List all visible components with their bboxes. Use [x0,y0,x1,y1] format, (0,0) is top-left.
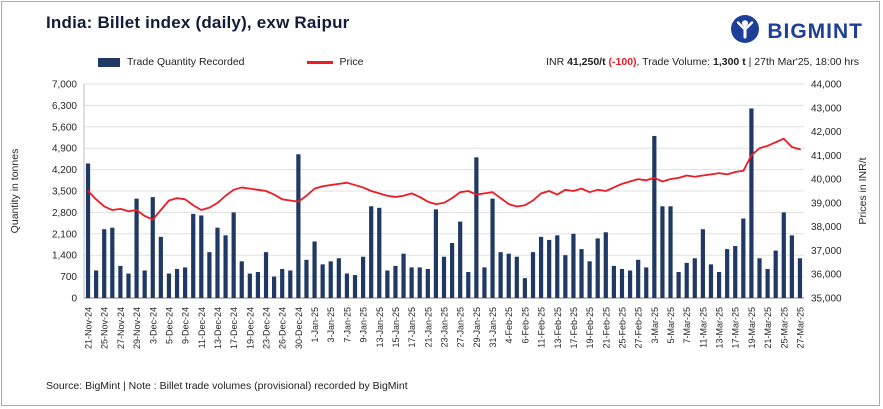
svg-text:11-Mar-25: 11-Mar-25 [698,307,708,348]
svg-text:21-Nov-24: 21-Nov-24 [84,307,94,349]
svg-text:3-Jan-25: 3-Jan-25 [326,307,336,343]
svg-text:25-Mar-25: 25-Mar-25 [779,307,789,349]
svg-text:5,600: 5,600 [52,122,77,133]
svg-text:21-Mar-25: 21-Mar-25 [763,307,773,349]
svg-text:11-Feb-25: 11-Feb-25 [537,307,547,348]
info-change: (-100) [608,56,637,68]
svg-text:17-Dec-24: 17-Dec-24 [229,307,239,349]
svg-text:17-Jan-25: 17-Jan-25 [407,307,417,348]
svg-text:23-Jan-25: 23-Jan-25 [440,307,450,348]
svg-text:1,400: 1,400 [52,251,77,262]
price-swatch [306,60,333,64]
svg-text:27-Feb-25: 27-Feb-25 [634,307,644,349]
svg-text:19-Feb-25: 19-Feb-25 [585,307,595,349]
svg-text:7-Jan-25: 7-Jan-25 [342,307,352,343]
info-currency: INR [546,56,568,68]
latest-price-info: INR 41,250/t (-100), Trade Volume: 1,300… [546,56,859,68]
svg-text:36,000: 36,000 [811,270,842,281]
svg-text:13-Jan-25: 13-Jan-25 [375,307,385,348]
svg-text:0: 0 [71,294,77,305]
svg-text:Prices in INR/t: Prices in INR/t [857,157,869,224]
header: India: Billet index (daily), exw Raipur … [2,2,879,49]
svg-text:26-Dec-24: 26-Dec-24 [278,307,288,349]
svg-text:25-Feb-25: 25-Feb-25 [617,307,627,349]
svg-text:23-Dec-24: 23-Dec-24 [262,307,272,349]
svg-text:13-Mar-25: 13-Mar-25 [715,307,725,349]
svg-text:2,100: 2,100 [52,229,77,240]
svg-text:29-Jan-25: 29-Jan-25 [472,307,482,348]
svg-text:1-Jan-25: 1-Jan-25 [310,307,320,343]
legend-item-price: Price [306,56,364,68]
svg-text:9-Dec-24: 9-Dec-24 [181,307,191,344]
svg-text:4,200: 4,200 [52,165,77,176]
svg-text:40,000: 40,000 [811,175,842,186]
svg-text:Quantity in tonnes: Quantity in tonnes [9,149,21,234]
legend-and-info-row: Trade Quantity Recorded Price INR 41,250… [98,56,859,68]
svg-text:4,900: 4,900 [52,144,77,155]
svg-text:39,000: 39,000 [811,198,842,209]
svg-text:29-Nov-24: 29-Nov-24 [132,307,142,349]
bigmint-logo: BIGMINT [730,13,863,49]
bigmint-logo-icon [730,14,760,49]
svg-text:25-Nov-24: 25-Nov-24 [100,307,110,349]
svg-text:5-Dec-24: 5-Dec-24 [164,307,174,344]
svg-text:11-Dec-24: 11-Dec-24 [197,307,207,348]
svg-text:5-Mar-25: 5-Mar-25 [666,307,676,344]
source-note: Source: BigMint | Note : Billet trade vo… [46,380,408,392]
legend-quantity-label: Trade Quantity Recorded [127,56,245,68]
bigmint-logo-text: BIGMINT [767,19,863,43]
info-timestamp: 27th Mar'25, 18:00 hrs [754,56,859,68]
svg-text:6-Feb-25: 6-Feb-25 [520,307,530,344]
info-price: 41,250/t [567,56,609,68]
svg-text:6,300: 6,300 [52,101,77,112]
info-sep1: , Trade Volume: [636,56,713,68]
billet-index-chart: 0 700 1,400 2,100 2,800 3,500 4,200 4,900 5,600 6… [9,80,869,350]
svg-text:19-Dec-24: 19-Dec-24 [245,307,255,349]
svg-text:13-Dec-24: 13-Dec-24 [213,307,223,349]
legend-price-label: Price [339,56,364,68]
svg-text:19-Mar-25: 19-Mar-25 [747,307,757,349]
svg-text:27-Nov-24: 27-Nov-24 [116,307,126,349]
info-volume: 1,300 t [713,56,746,68]
svg-text:27-Jan-25: 27-Jan-25 [456,307,466,348]
svg-text:41,000: 41,000 [811,151,842,162]
svg-text:3-Mar-25: 3-Mar-25 [650,307,660,344]
svg-text:44,000: 44,000 [811,80,842,91]
svg-text:7-Mar-25: 7-Mar-25 [682,307,692,344]
svg-text:15-Jan-25: 15-Jan-25 [391,307,401,348]
svg-text:700: 700 [60,272,77,283]
svg-text:9-Jan-25: 9-Jan-25 [359,307,369,343]
page-title: India: Billet index (daily), exw Raipur [46,13,350,32]
svg-text:17-Mar-25: 17-Mar-25 [731,307,741,349]
info-sep2: | [745,56,755,68]
svg-text:43,000: 43,000 [811,103,842,114]
svg-text:13-Feb-25: 13-Feb-25 [553,307,563,349]
quantity-swatch [98,57,120,67]
svg-text:4-Feb-25: 4-Feb-25 [504,307,514,344]
svg-text:21-Jan-25: 21-Jan-25 [423,307,433,348]
svg-text:38,000: 38,000 [811,222,842,233]
svg-text:3-Dec-24: 3-Dec-24 [148,307,158,344]
svg-text:35,000: 35,000 [811,294,842,305]
price-line [87,137,801,221]
svg-text:37,000: 37,000 [811,246,842,257]
svg-text:17-Feb-25: 17-Feb-25 [569,307,579,349]
svg-text:42,000: 42,000 [811,127,842,138]
legend-item-quantity: Trade Quantity Recorded [98,56,245,68]
svg-text:3,500: 3,500 [52,187,77,198]
svg-text:21-Feb-25: 21-Feb-25 [601,307,611,349]
svg-text:7,000: 7,000 [52,80,77,91]
quantity-bars [85,108,803,299]
svg-text:30-Dec-24: 30-Dec-24 [294,307,304,349]
svg-text:27-Mar-25: 27-Mar-25 [795,307,805,349]
svg-text:31-Jan-25: 31-Jan-25 [488,307,498,348]
svg-text:2,800: 2,800 [52,208,77,219]
